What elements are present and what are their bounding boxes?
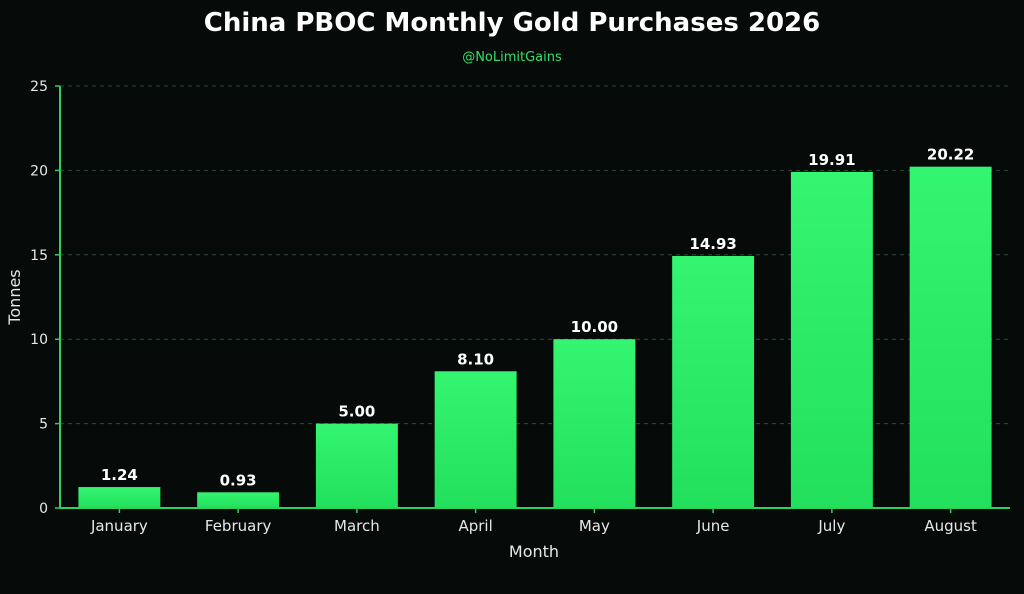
bar-january [78, 487, 161, 508]
y-tick-label: 10 [30, 332, 48, 348]
x-tick-label: May [579, 517, 610, 535]
y-tick-label: 15 [30, 248, 48, 264]
x-tick-label: April [458, 517, 492, 535]
bar-may [553, 339, 636, 508]
bar-august [909, 166, 992, 508]
labels: 0 5 10 15 20 25 1.24 January 0.93 February 5.00 Mar… [30, 79, 977, 535]
bars [78, 166, 992, 509]
bar-june [672, 255, 755, 508]
data-label: 10.00 [571, 318, 618, 336]
x-tick-label: July [817, 517, 845, 535]
data-label: 5.00 [338, 403, 375, 421]
y-tick-label: 20 [30, 163, 48, 179]
y-tick-label: 5 [39, 417, 48, 433]
x-tick-label: June [696, 517, 730, 535]
x-tick-label: March [334, 517, 380, 535]
x-tick-label: August [924, 517, 977, 535]
bar-march [315, 423, 398, 508]
bar-july [790, 171, 873, 509]
y-tick-label: 0 [39, 501, 48, 517]
chart-subtitle: @NoLimitGains [462, 50, 562, 65]
x-tick-label: February [205, 517, 272, 535]
x-tick-label: January [90, 517, 148, 535]
bar-february [197, 492, 280, 508]
chart-title: China PBOC Monthly Gold Purchases 2026 [203, 8, 821, 38]
data-label: 14.93 [689, 235, 736, 253]
data-label: 20.22 [927, 146, 974, 164]
gridlines [60, 85, 1010, 425]
bar-april [434, 371, 517, 508]
data-label: 0.93 [220, 471, 257, 489]
y-axis-label: Tonnes [5, 269, 24, 325]
data-label: 1.24 [101, 466, 138, 484]
axes [55, 85, 1010, 513]
data-label: 8.10 [457, 350, 494, 368]
data-label: 19.91 [808, 151, 855, 169]
x-axis-label: Month [509, 542, 559, 561]
y-tick-label: 25 [30, 79, 48, 95]
